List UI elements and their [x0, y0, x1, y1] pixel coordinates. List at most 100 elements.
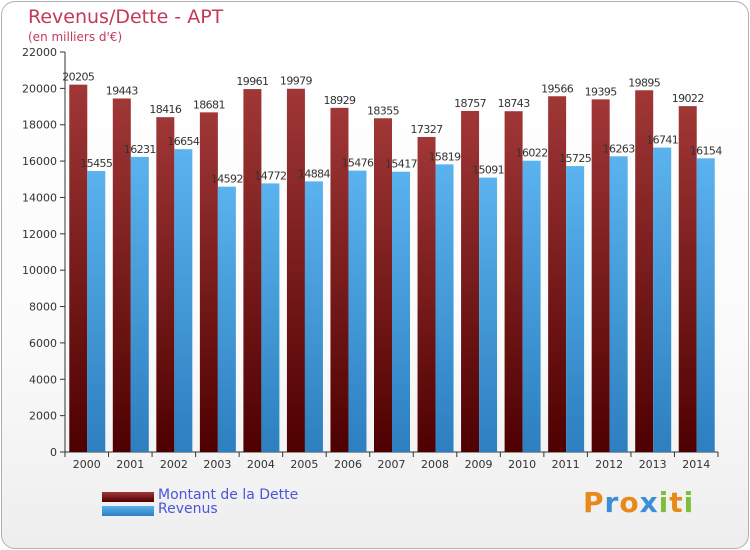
bar-dette — [591, 99, 610, 452]
bar-revenus — [174, 149, 193, 452]
y-tick-label: 22000 — [22, 46, 57, 59]
x-tick-label: 2000 — [73, 458, 101, 471]
bar-revenus — [653, 147, 672, 453]
legend-label-revenus: Revenus — [158, 501, 218, 517]
x-tick-label: 2009 — [465, 458, 493, 471]
bar-dette — [286, 88, 305, 452]
legend-swatch-revenus — [102, 506, 154, 516]
value-label-dette: 17327 — [411, 123, 444, 136]
logo-letter: x — [639, 486, 659, 519]
bar-revenus — [696, 158, 715, 453]
value-label-dette: 18929 — [323, 94, 356, 107]
bar-dette — [112, 98, 131, 452]
value-label-revenus: 14772 — [254, 169, 286, 182]
logo-letter: t — [669, 486, 684, 519]
y-tick-label: 2000 — [29, 410, 57, 423]
legend-swatch-dette — [102, 492, 154, 502]
bar-dette — [330, 107, 349, 452]
y-tick-label: 4000 — [29, 373, 57, 386]
value-label-revenus: 15417 — [385, 158, 418, 171]
y-tick-label: 18000 — [22, 119, 57, 132]
value-label-revenus: 16654 — [167, 135, 200, 148]
logo-letter: r — [604, 486, 620, 519]
bar-dette — [678, 106, 697, 453]
value-label-dette: 18681 — [193, 98, 225, 111]
x-tick-label: 2012 — [595, 458, 623, 471]
bar-revenus — [392, 171, 410, 452]
bar-revenus — [217, 186, 236, 452]
x-tick-label: 2007 — [378, 458, 406, 471]
value-label-dette: 18355 — [367, 104, 400, 117]
value-label-revenus: 14884 — [298, 167, 331, 180]
value-label-dette: 19979 — [280, 75, 313, 88]
x-tick-label: 2008 — [421, 458, 449, 471]
x-tick-label: 2003 — [203, 458, 231, 471]
value-label-revenus: 16022 — [516, 147, 548, 160]
value-label-dette: 20205 — [62, 71, 95, 84]
x-tick-label: 2011 — [552, 458, 580, 471]
y-tick-label: 6000 — [29, 337, 57, 350]
value-label-dette: 19895 — [628, 76, 661, 89]
bar-revenus — [304, 181, 323, 452]
value-label-dette: 19566 — [541, 82, 574, 95]
value-label-revenus: 15725 — [559, 152, 592, 165]
bar-dette — [156, 117, 175, 452]
bars — [69, 84, 715, 453]
value-label-revenus: 15091 — [472, 164, 504, 177]
value-label-dette: 18743 — [498, 97, 531, 110]
bar-revenus — [566, 166, 585, 452]
x-tick-label: 2006 — [334, 458, 362, 471]
value-label-revenus: 14592 — [211, 173, 243, 186]
bar-revenus — [435, 164, 454, 452]
x-tick-label: 2013 — [639, 458, 667, 471]
y-tick-label: 0 — [50, 446, 57, 459]
bar-revenus — [479, 177, 498, 453]
logo-letter: i — [683, 486, 695, 519]
y-tick-label: 20000 — [22, 82, 57, 95]
bar-dette — [417, 136, 436, 453]
logo-letter: P — [583, 486, 605, 519]
logo-letter: o — [619, 486, 640, 519]
x-tick-label: 2010 — [508, 458, 536, 471]
bar-dette — [374, 118, 392, 452]
value-label-revenus: 15455 — [80, 157, 113, 170]
bar-revenus — [348, 170, 367, 453]
value-label-revenus: 16741 — [646, 134, 678, 147]
bar-dette — [69, 84, 88, 453]
bar-dette — [504, 111, 523, 452]
y-tick-label: 10000 — [22, 264, 57, 277]
value-label-dette: 19022 — [672, 92, 704, 105]
value-label-revenus: 16263 — [603, 142, 636, 155]
chart-subtitle: (en milliers d'€) — [28, 30, 123, 44]
bar-dette — [635, 90, 654, 452]
bar-revenus — [522, 160, 541, 452]
y-tick-label: 16000 — [22, 155, 57, 168]
x-tick-label: 2001 — [116, 458, 144, 471]
proxiti-logo: Proxiti — [583, 486, 694, 519]
bar-revenus — [609, 156, 628, 453]
value-label-dette: 19961 — [236, 75, 268, 88]
value-label-dette: 18416 — [149, 103, 182, 116]
value-label-dette: 19395 — [585, 85, 618, 98]
value-label-dette: 19443 — [106, 84, 139, 97]
bar-revenus — [87, 171, 106, 452]
legend-label-dette: Montant de la Dette — [158, 487, 299, 503]
value-label-revenus: 15476 — [341, 157, 374, 170]
value-label-revenus: 16231 — [124, 143, 156, 156]
value-labels: 20205 15455 19443 16231 18416 16654 18681 14592… — [62, 71, 723, 186]
bar-revenus — [261, 183, 280, 452]
value-label-revenus: 16154 — [690, 144, 723, 157]
y-tick-label: 8000 — [29, 301, 57, 314]
y-tick-label: 12000 — [22, 228, 57, 241]
value-label-revenus: 15819 — [429, 150, 462, 163]
x-tick-label: 2014 — [682, 458, 710, 471]
bar-dette — [243, 89, 262, 452]
chart-title: Revenus/Dette - APT — [28, 6, 224, 28]
bar-revenus — [130, 156, 149, 452]
x-tick-label: 2002 — [160, 458, 188, 471]
bar-dette — [548, 96, 567, 452]
logo-letter: i — [658, 486, 670, 519]
bar-dette — [199, 112, 218, 452]
